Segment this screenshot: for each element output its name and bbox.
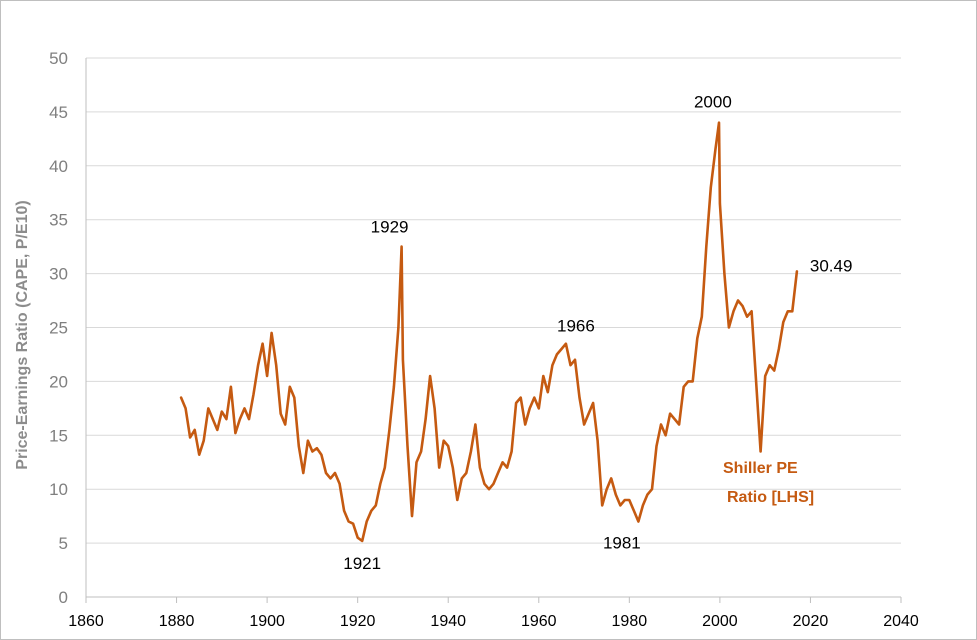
y-tick-label: 50 (49, 49, 68, 68)
axes (85, 58, 902, 603)
x-tick-label: 1920 (340, 613, 376, 630)
x-tick-label: 2000 (702, 613, 738, 630)
annotation-1981: 1981 (603, 534, 641, 553)
series-line-shiller-pe (179, 121, 799, 543)
annotation-30.49: 30.49 (810, 256, 853, 275)
y-tick-label: 5 (59, 534, 68, 553)
annotation-2000: 2000 (694, 93, 732, 112)
y-tick-label: 30 (49, 265, 68, 284)
y-tick-label: 10 (49, 480, 68, 499)
x-tick-labels: 1860 1880 1900 1920 1940 1960 1980 2000 2020 2040 (68, 613, 919, 630)
x-tick-label: 1980 (612, 613, 648, 630)
series-label-line1: Shiller PE (723, 460, 798, 477)
gridlines (86, 57, 901, 544)
x-tick-label: 1880 (159, 613, 195, 630)
annotation-1966: 1966 (557, 317, 595, 336)
x-tick-label: 2020 (793, 613, 829, 630)
x-tick-label: 1860 (68, 613, 104, 630)
y-tick-label: 40 (49, 157, 68, 176)
y-tick-label: 0 (59, 588, 68, 607)
annotation-1921: 1921 (343, 554, 381, 573)
annotation-1929: 1929 (371, 218, 409, 237)
y-axis-label: Price-Earnings Ratio (CAPE, P/E10) (14, 200, 31, 469)
annotations: 1921 1929 1966 1981 2000 30.49 (343, 93, 852, 573)
x-tick-label: 2040 (883, 613, 919, 630)
series-label-line2: Ratio [LHS] (727, 489, 814, 506)
y-tick-label: 20 (49, 372, 68, 391)
y-tick-label: 15 (49, 426, 68, 445)
y-tick-label: 35 (49, 211, 68, 230)
x-tick-label: 1900 (249, 613, 285, 630)
y-tick-label: 25 (49, 319, 68, 338)
y-tick-label: 45 (49, 103, 68, 122)
x-tick-label: 1960 (521, 613, 557, 630)
x-tick-label: 1940 (430, 613, 466, 630)
y-tick-labels: 0 5 10 15 20 25 30 35 40 45 50 (49, 49, 68, 607)
